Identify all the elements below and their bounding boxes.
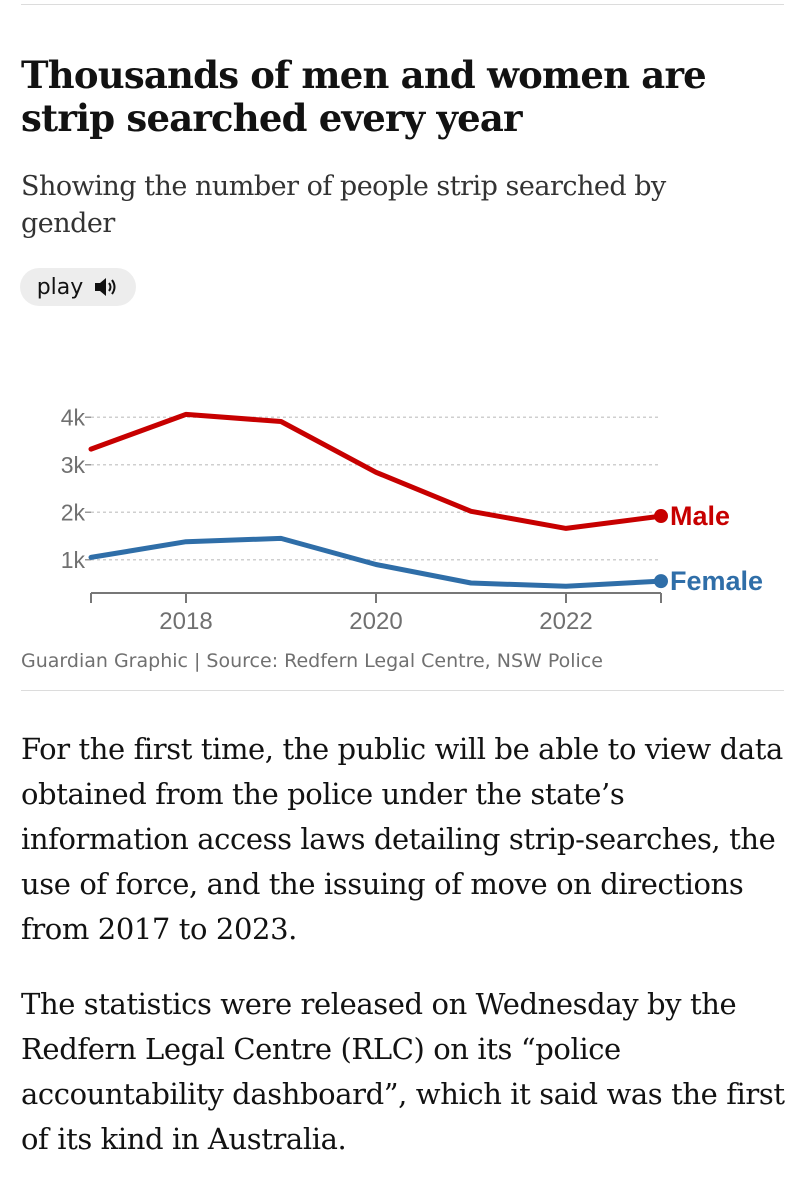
- article-paragraph-2: The statistics were released on Wednesda…: [21, 987, 785, 1156]
- series-end-point-female: [654, 574, 668, 589]
- line-chart: 1k 2k 3k 4k 2018 2020 2022 Male Female: [61, 404, 763, 635]
- play-label: play: [36, 274, 84, 300]
- series-label-female: Female: [670, 566, 763, 596]
- series-label-male: Male: [670, 501, 730, 531]
- bottom-divider: [21, 690, 784, 691]
- speaker-icon: [93, 276, 119, 298]
- x-tick-label: 2020: [349, 608, 402, 635]
- play-button[interactable]: play: [20, 268, 136, 306]
- chart-title: Thousands of men and women are strip sea…: [21, 53, 707, 140]
- series-line-female: [88, 535, 664, 589]
- article-paragraph-1: For the first time, the public will be a…: [21, 732, 783, 946]
- chart-source: Guardian Graphic | Source: Redfern Legal…: [21, 650, 603, 672]
- chart-subtitle: Showing the number of people strip searc…: [21, 171, 666, 239]
- y-tick-label: 1k: [61, 547, 86, 573]
- y-tick-label: 3k: [61, 452, 86, 478]
- x-tick-label: 2022: [539, 608, 592, 635]
- series-end-point-male: [654, 509, 668, 524]
- top-divider: [21, 4, 784, 5]
- y-tick-label: 2k: [61, 499, 86, 525]
- y-tick-label: 4k: [61, 404, 86, 430]
- series-line-male: [88, 411, 664, 531]
- x-tick-label: 2018: [159, 608, 212, 635]
